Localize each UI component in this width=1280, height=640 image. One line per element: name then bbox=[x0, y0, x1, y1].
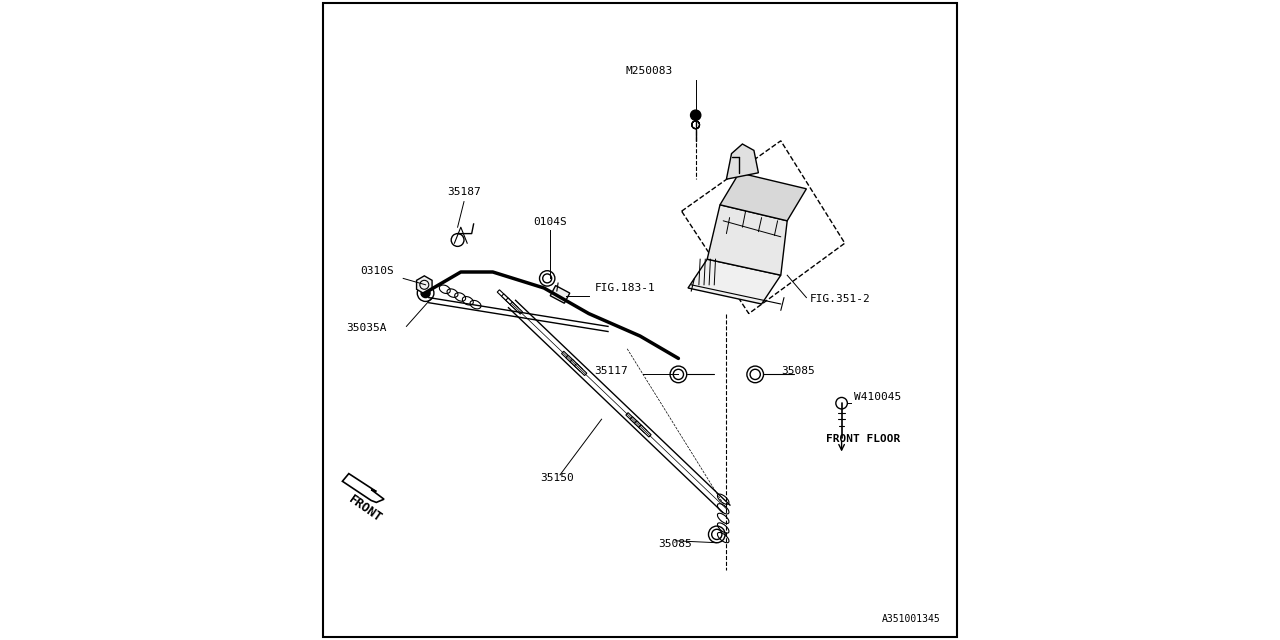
Text: A351001345: A351001345 bbox=[882, 614, 941, 624]
Text: FRONT FLOOR: FRONT FLOOR bbox=[826, 434, 900, 444]
Bar bbox=[502, 294, 513, 306]
Text: FIG.183-1: FIG.183-1 bbox=[595, 283, 655, 293]
Circle shape bbox=[691, 110, 701, 120]
Polygon shape bbox=[416, 276, 433, 294]
Bar bbox=[506, 298, 518, 310]
Text: 0104S: 0104S bbox=[534, 218, 567, 227]
Text: 35187: 35187 bbox=[447, 188, 481, 197]
Text: 35085: 35085 bbox=[658, 539, 692, 549]
Text: FIG.351-2: FIG.351-2 bbox=[810, 294, 870, 304]
Text: 35085: 35085 bbox=[781, 366, 814, 376]
Bar bbox=[626, 413, 639, 425]
Bar bbox=[497, 290, 509, 302]
Bar bbox=[639, 425, 652, 437]
Text: 0310S: 0310S bbox=[361, 266, 394, 276]
Bar bbox=[635, 421, 646, 433]
Bar bbox=[550, 285, 570, 303]
Bar bbox=[562, 351, 573, 364]
Bar bbox=[575, 364, 586, 376]
Text: 35035A: 35035A bbox=[346, 323, 387, 333]
Polygon shape bbox=[727, 144, 759, 179]
Bar bbox=[630, 417, 643, 429]
Text: 35150: 35150 bbox=[540, 474, 573, 483]
Circle shape bbox=[543, 274, 552, 283]
Bar bbox=[570, 360, 582, 371]
PathPatch shape bbox=[689, 259, 781, 304]
Text: 35117: 35117 bbox=[594, 366, 628, 376]
Circle shape bbox=[421, 289, 430, 298]
Bar bbox=[511, 302, 522, 314]
PathPatch shape bbox=[708, 205, 787, 275]
Text: M250083: M250083 bbox=[626, 66, 673, 76]
Text: W410045: W410045 bbox=[855, 392, 901, 402]
Bar bbox=[566, 355, 579, 367]
Text: FRONT: FRONT bbox=[346, 492, 384, 525]
PathPatch shape bbox=[719, 173, 806, 221]
